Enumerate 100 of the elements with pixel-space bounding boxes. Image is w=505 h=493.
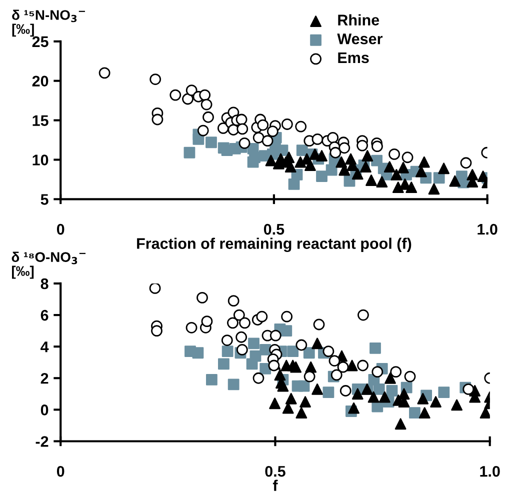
y-tick-label: 6 [40, 310, 48, 321]
point [398, 162, 409, 174]
point [281, 118, 293, 130]
point [192, 347, 204, 359]
point [228, 378, 240, 390]
point [430, 396, 442, 408]
point [276, 144, 288, 156]
point [269, 398, 280, 410]
point [266, 126, 278, 138]
point [404, 370, 416, 382]
point [373, 383, 385, 395]
point [201, 316, 213, 328]
point [372, 366, 384, 378]
point [285, 392, 297, 404]
x-axis-title: f [272, 480, 278, 491]
point [303, 347, 315, 359]
point [438, 386, 450, 398]
x-tick-label: 0 [56, 224, 64, 235]
point [388, 148, 400, 160]
text: δ ¹⁸O-NO$_{3}$$^{−}$ [‰] [12, 252, 86, 279]
point [221, 334, 233, 346]
point [202, 111, 214, 123]
point [328, 355, 340, 366]
point [199, 89, 211, 101]
point [384, 161, 396, 173]
y-tick-label: 4 [40, 342, 49, 352]
x-tick-label: 1.0 [480, 466, 500, 477]
point [418, 407, 430, 419]
point [438, 162, 450, 174]
point [151, 325, 162, 337]
point [392, 182, 404, 194]
point [316, 170, 328, 182]
point [394, 418, 406, 430]
point [270, 330, 282, 342]
point [462, 383, 474, 395]
y-tick-label: 25 [32, 36, 48, 48]
point [296, 339, 308, 351]
x-tick-label: 0 [56, 466, 64, 477]
point [406, 182, 418, 194]
y-tick-label: 0 [40, 404, 48, 416]
point [304, 160, 316, 171]
point [238, 137, 250, 149]
point [252, 372, 264, 384]
point [186, 322, 198, 334]
point [277, 380, 289, 392]
point [322, 346, 334, 358]
point [357, 360, 368, 372]
point [184, 146, 196, 158]
point [265, 154, 277, 166]
point [480, 407, 490, 419]
point [262, 135, 274, 147]
point [366, 174, 377, 186]
y-tick-label: -2 [36, 436, 48, 447]
point [376, 176, 388, 188]
point [236, 331, 248, 343]
point [451, 399, 462, 411]
point [418, 156, 430, 168]
point [372, 140, 383, 152]
point [152, 114, 164, 126]
point [386, 385, 398, 396]
point [206, 136, 217, 148]
x-tick-label: 1.0 [478, 224, 498, 235]
point [300, 396, 311, 408]
point [330, 146, 342, 158]
y-tick-label: 20 [32, 76, 48, 87]
point [326, 164, 338, 176]
point [98, 67, 110, 79]
point [257, 119, 269, 131]
point [312, 134, 324, 145]
point [290, 361, 302, 373]
point [236, 344, 248, 356]
point [460, 157, 472, 169]
point [295, 120, 307, 132]
point [222, 346, 234, 358]
point [340, 385, 352, 396]
point [368, 391, 380, 403]
point [417, 392, 429, 404]
point [247, 156, 259, 168]
point [256, 310, 268, 322]
point [370, 342, 381, 354]
point [449, 175, 461, 187]
point [362, 150, 374, 162]
point [428, 183, 440, 195]
y-tick-label: 10 [32, 154, 48, 166]
point [378, 391, 390, 403]
point [312, 383, 323, 395]
point [313, 318, 325, 330]
point [281, 310, 293, 322]
point [197, 124, 209, 136]
point [316, 150, 328, 162]
point [228, 295, 240, 307]
point [206, 374, 218, 386]
point [409, 407, 420, 419]
point [260, 344, 272, 356]
point [280, 325, 292, 337]
point [150, 74, 162, 85]
point [312, 338, 323, 350]
point [356, 140, 368, 152]
point [170, 89, 182, 101]
point [236, 114, 248, 126]
